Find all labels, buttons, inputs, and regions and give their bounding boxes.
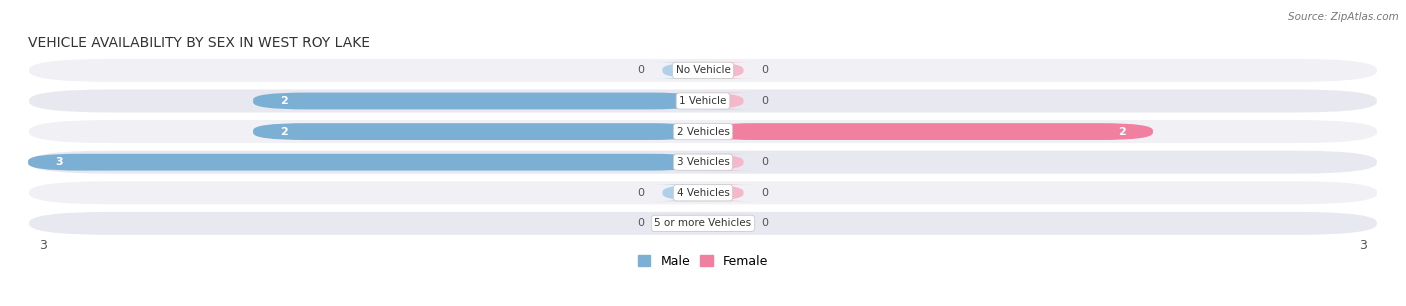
Text: 3: 3 [39, 239, 48, 252]
FancyBboxPatch shape [690, 184, 755, 201]
Text: 4 Vehicles: 4 Vehicles [676, 188, 730, 198]
FancyBboxPatch shape [28, 58, 1378, 83]
Text: 2 Vehicles: 2 Vehicles [676, 127, 730, 136]
FancyBboxPatch shape [28, 211, 1378, 236]
FancyBboxPatch shape [690, 154, 755, 171]
FancyBboxPatch shape [690, 62, 755, 79]
Text: 2: 2 [280, 127, 288, 136]
FancyBboxPatch shape [651, 215, 716, 232]
FancyBboxPatch shape [28, 88, 1378, 114]
Text: 0: 0 [637, 65, 644, 75]
Text: 0: 0 [762, 157, 769, 167]
Text: VEHICLE AVAILABILITY BY SEX IN WEST ROY LAKE: VEHICLE AVAILABILITY BY SEX IN WEST ROY … [28, 36, 370, 50]
FancyBboxPatch shape [28, 119, 1378, 144]
Text: 1 Vehicle: 1 Vehicle [679, 96, 727, 106]
Text: 0: 0 [762, 218, 769, 228]
Text: 2: 2 [1118, 127, 1126, 136]
FancyBboxPatch shape [651, 62, 716, 79]
FancyBboxPatch shape [703, 123, 1153, 140]
Text: 3 Vehicles: 3 Vehicles [676, 157, 730, 167]
Text: No Vehicle: No Vehicle [675, 65, 731, 75]
Text: 0: 0 [762, 65, 769, 75]
Text: 0: 0 [637, 188, 644, 198]
Text: 0: 0 [762, 188, 769, 198]
FancyBboxPatch shape [651, 184, 716, 201]
Text: Source: ZipAtlas.com: Source: ZipAtlas.com [1288, 12, 1399, 22]
FancyBboxPatch shape [253, 123, 703, 140]
FancyBboxPatch shape [690, 215, 755, 232]
FancyBboxPatch shape [28, 150, 1378, 175]
FancyBboxPatch shape [253, 92, 703, 110]
Text: 0: 0 [762, 96, 769, 106]
FancyBboxPatch shape [28, 180, 1378, 205]
FancyBboxPatch shape [28, 154, 703, 171]
Text: 3: 3 [55, 157, 63, 167]
FancyBboxPatch shape [690, 92, 755, 110]
Legend: Male, Female: Male, Female [633, 250, 773, 273]
Text: 2: 2 [280, 96, 288, 106]
Text: 5 or more Vehicles: 5 or more Vehicles [654, 218, 752, 228]
Text: 3: 3 [1358, 239, 1367, 252]
Text: 0: 0 [637, 218, 644, 228]
